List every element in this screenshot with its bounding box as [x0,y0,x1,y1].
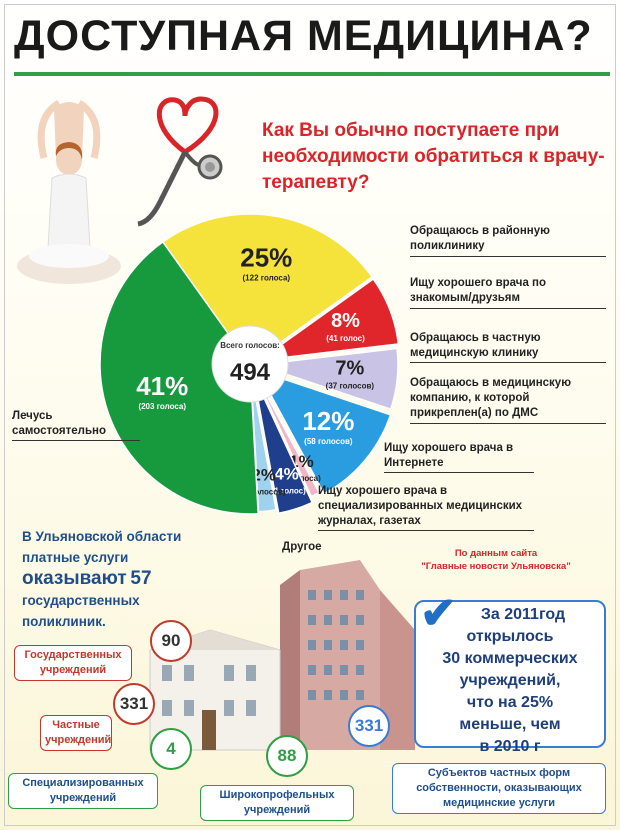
yoga-woman-illustration [17,99,121,284]
legend-rule [410,423,606,424]
source-line: "Главные новости Ульяновска" [421,561,571,572]
pie-votes-label: (203 голоса) [138,402,186,411]
region-line: государственных [22,593,140,608]
info-line: что на 25% [466,694,554,711]
pie-votes-label: (122 голоса) [243,273,291,282]
buildings-illustration [149,560,415,751]
counter-state-label: Государственных учреждений [14,645,132,681]
pie-slice [161,213,374,366]
region-line: поликлиник. [22,614,106,629]
info-line: меньше, чем [459,716,561,733]
pie-votes-label: (37 голосов) [326,381,375,390]
counter-private-label: Частные учреждений [40,715,112,751]
legend-label-internet: Ищу хорошего врача в Интернете [384,442,514,469]
counter-multiprofile: 88 [266,735,308,777]
counter-state: 90 [150,620,192,662]
counter-private: 331 [113,683,155,725]
title-underline [14,72,610,76]
region-info: В Ульяновской области платные услуги ока… [22,526,212,632]
info-box: За 2011год открылось 30 коммерческих учр… [414,600,606,755]
legend-rule [410,256,606,257]
pie-total-value: 494 [230,359,271,386]
info-line: открылось [466,628,554,645]
pie-slice [256,369,392,495]
pie-percent-label: 8% [331,310,360,332]
legend-rule [410,362,606,363]
pie-total-caption: Всего голосов: [220,341,280,350]
page-title: ДОСТУПНАЯ МЕДИЦИНА? [14,12,593,60]
source-line: По данным сайта [454,548,538,559]
counter-private-subjects: 331 [348,705,390,747]
pie-percent-label: 41% [136,371,188,401]
pie-slice [252,375,314,515]
heart-stethoscope-illustration [137,96,223,227]
legend-label-private-clinic: Обращаюсь в частную медицинскую клинику [410,332,541,359]
pie-slice [99,240,259,515]
legend-label-journals: Ищу хорошего врача в специализированных … [318,485,523,527]
pie-slice [251,369,321,498]
legend-rule [384,472,534,473]
pie-votes-label: (21 голос) [267,487,306,496]
legend-rule [318,530,534,531]
counter-specialized: 4 [150,728,192,770]
pie-percent-label: 4% [274,465,299,484]
counter-private-subjects-label: Субъектов частных форм собственности, ок… [392,763,606,814]
info-line: За 2011год [480,606,566,623]
survey-question: Как Вы обычно поступаете при необходимос… [262,120,605,193]
page-frame [4,4,616,826]
checkmark-icon: ✔ [420,589,457,638]
pie-percent-label: 7% [335,357,364,379]
counter-multiprofile-label: Широкопрофельных учреждений [200,785,354,821]
legend-label-dms: Обращаюсь в медицинскую компанию, к кото… [410,377,572,419]
pie-votes-label: (58 голосов) [304,437,353,446]
counter-specialized-label: Специализированных учреждений [8,773,158,809]
legend-label-other: Другое [282,541,322,553]
pie-center [211,325,289,403]
region-number: 57 [130,568,152,589]
pie-percent-label: 25% [240,242,292,272]
pie-slice [257,347,399,411]
pie-votes-label: (41 голос) [326,334,365,343]
legend-rule [12,440,140,441]
info-line: учреждений, [459,672,561,689]
legend-label-self-treatment: Лечусь самостоятельно [12,410,106,437]
pie-percent-label: 12% [302,406,354,436]
legend-label-district-clinic: Обращаюсь в районную поликлинику [410,225,550,252]
pie-votes-label: (8 голосов) [242,487,286,496]
source-note: По данным сайта "Главные новости Ульянов… [396,547,596,573]
legend-rule [410,308,606,309]
info-line: 30 коммерческих [442,650,578,667]
pie-slice [258,278,400,362]
legend-label-friends: Ищу хорошего врача по знакомым/друзьям [410,277,547,304]
pie-percent-label: 2% [251,465,276,484]
region-line: платные услуги [22,550,129,565]
region-line: В Ульяновской области [22,529,182,544]
region-line: оказывают 57 [22,568,152,589]
info-line: в 2010 г [479,738,541,755]
